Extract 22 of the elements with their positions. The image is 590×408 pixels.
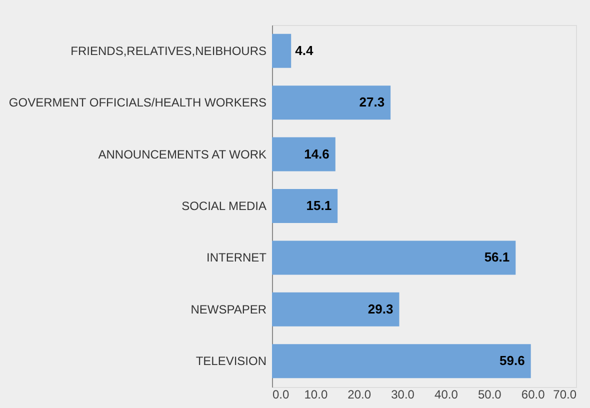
y-tick-label: TELEVISION: [196, 354, 266, 368]
data-label: 29.3: [368, 301, 394, 316]
x-tick-label: 40.0: [434, 388, 458, 402]
data-label: 56.1: [484, 250, 510, 265]
x-tick-label: 50.0: [478, 388, 502, 402]
x-tick-label: 10.0: [304, 388, 328, 402]
data-label: 14.6: [304, 146, 330, 162]
x-tick-label: 70.0: [553, 388, 577, 402]
y-tick-label: GOVERMENT OFFICIALS/HEALTH WORKERS: [8, 96, 266, 110]
y-tick-label: FRIENDS,RELATIVES,NEIBHOURS: [70, 44, 266, 58]
data-label: 27.3: [359, 94, 385, 110]
x-tick-label: 0.0: [272, 388, 290, 402]
data-label: 59.6: [500, 353, 525, 368]
x-tick-label: 30.0: [391, 388, 415, 402]
x-tick-label: 20.0: [348, 388, 372, 402]
y-tick-label: INTERNET: [206, 250, 268, 265]
data-label: 4.4: [295, 42, 314, 58]
y-tick-label: NEWSPAPER: [190, 302, 267, 316]
y-tick-label: SOCIAL MEDIA: [182, 199, 266, 213]
x-tick-label: 60.0: [521, 388, 546, 402]
data-label: 15.1: [306, 198, 332, 213]
y-tick-label: ANNOUNCEMENTS AT WORK: [98, 147, 266, 162]
